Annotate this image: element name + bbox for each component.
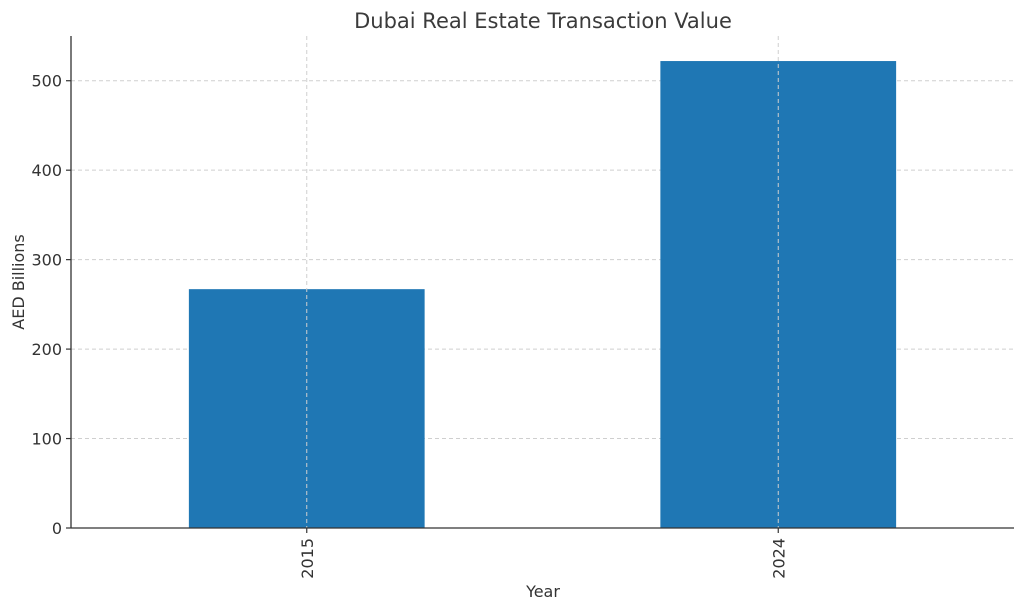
y-ticks: 0 100 200 300 400 500 [31, 72, 71, 538]
y-tick-label: 300 [31, 251, 62, 270]
y-axis-label: AED Billions [9, 234, 28, 329]
x-ticks: 2015 2024 [298, 528, 788, 579]
x-axis-label: Year [525, 582, 560, 601]
x-tick-label: 2015 [298, 538, 317, 579]
y-tick-label: 100 [31, 430, 62, 449]
y-tick-label: 200 [31, 340, 62, 359]
bars [188, 36, 897, 528]
y-tick-label: 0 [52, 519, 62, 538]
y-tick-label: 400 [31, 161, 62, 180]
x-tick-label: 2024 [769, 538, 788, 579]
y-tick-label: 500 [31, 72, 62, 91]
axes [70, 36, 1014, 529]
chart-title: Dubai Real Estate Transaction Value [354, 9, 732, 33]
